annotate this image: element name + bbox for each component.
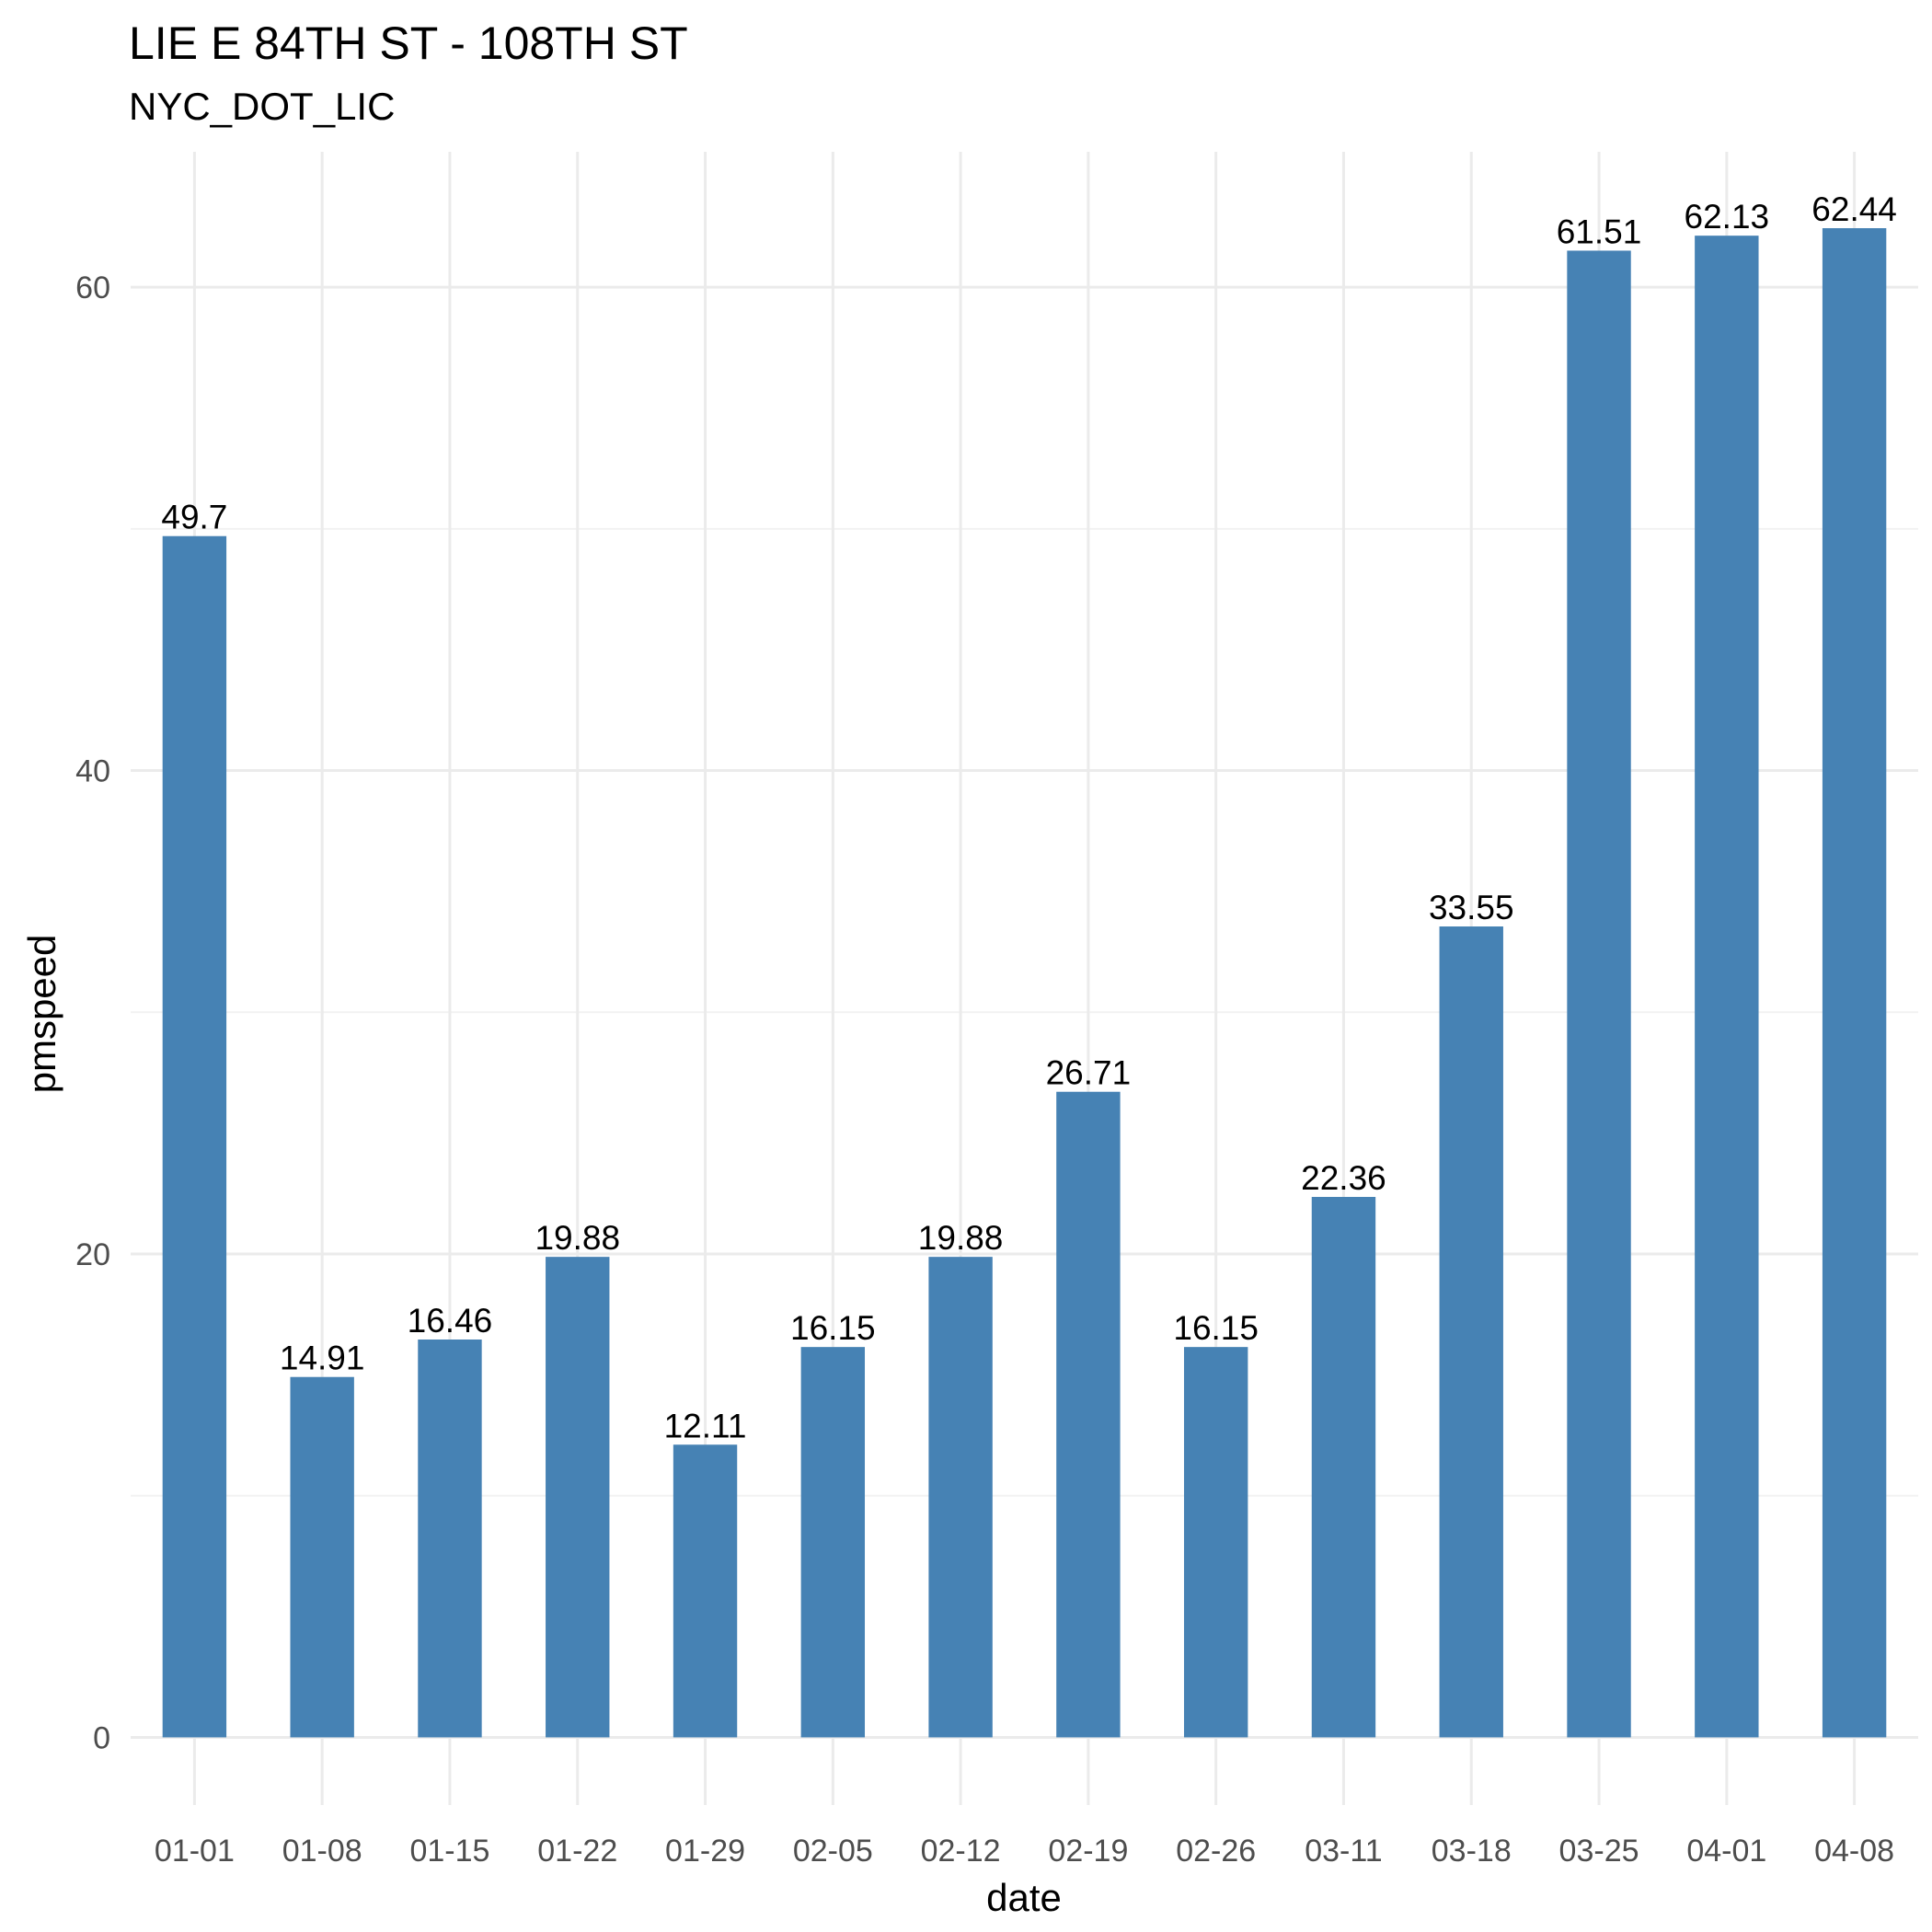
bar-value-label: 49.7 [161, 499, 227, 536]
x-tick-label: 04-01 [1686, 1834, 1766, 1869]
chart-title: LIE E 84TH ST - 108TH ST [129, 17, 688, 69]
bar-value-label: 62.13 [1685, 198, 1770, 236]
y-axis-title: pmspeed [20, 935, 63, 1094]
bar-value-label: 62.44 [1811, 190, 1897, 228]
bar-02-05 [800, 1347, 866, 1738]
bar-02-26 [1183, 1347, 1248, 1738]
x-tick-label: 02-05 [793, 1834, 873, 1869]
x-tick-label: 03-11 [1305, 1834, 1382, 1869]
bar-value-label: 19.88 [918, 1219, 1004, 1257]
bar-value-label: 61.51 [1557, 213, 1642, 250]
bar-value-label: 26.71 [1046, 1054, 1132, 1092]
x-tick-label: 01-01 [155, 1834, 235, 1869]
bar-value-label: 14.91 [280, 1340, 365, 1377]
y-tick-label: 0 [93, 1720, 110, 1755]
x-tick-label: 02-12 [921, 1834, 1001, 1869]
bars [162, 228, 1887, 1738]
bar-value-label: 19.88 [535, 1219, 620, 1257]
x-axis-title: date [986, 1876, 1062, 1919]
x-tick-label: 02-26 [1176, 1834, 1256, 1869]
bar-03-18 [1439, 926, 1503, 1738]
x-tick-label: 04-08 [1814, 1834, 1894, 1869]
y-tick-label: 60 [75, 270, 110, 305]
x-tick-label: 01-08 [282, 1834, 362, 1869]
y-tick-label: 20 [75, 1237, 110, 1272]
bar-02-19 [1056, 1091, 1121, 1738]
bar-01-15 [418, 1340, 482, 1738]
bar-03-11 [1311, 1196, 1376, 1738]
x-tick-label: 01-22 [537, 1834, 617, 1869]
bar-value-label: 22.36 [1301, 1159, 1386, 1197]
x-tick-label: 01-29 [665, 1834, 745, 1869]
bar-value-label: 16.15 [790, 1309, 876, 1347]
bar-value-label: 12.11 [664, 1407, 747, 1444]
x-tick-label: 03-18 [1432, 1834, 1512, 1869]
x-tick-label: 02-19 [1048, 1834, 1128, 1869]
bar-value-label: 16.46 [408, 1302, 493, 1340]
bar-value-label: 16.15 [1173, 1309, 1259, 1347]
y-tick-label: 40 [75, 754, 110, 789]
bar-03-25 [1567, 250, 1631, 1738]
chart-subtitle: NYC_DOT_LIC [129, 85, 396, 128]
bar-01-01 [162, 535, 227, 1738]
grid-lines [131, 152, 1918, 1805]
bar-04-08 [1822, 228, 1887, 1738]
bar-01-22 [546, 1257, 610, 1738]
bar-01-08 [290, 1376, 354, 1738]
bar-02-12 [928, 1257, 993, 1738]
x-axis-tick-labels: 01-01 01-08 01-15 01-22 01-29 02-05 02-12 02-19… [155, 1834, 1894, 1869]
bar-value-labels: 49.7 14.91 16.46 19.88 12.11 16.15 19.88 26.71 1… [161, 190, 1897, 1444]
bar-01-29 [673, 1444, 738, 1738]
bar-04-01 [1695, 236, 1759, 1738]
bar-value-label: 33.55 [1429, 889, 1514, 926]
x-tick-label: 01-15 [409, 1834, 489, 1869]
x-tick-label: 03-25 [1559, 1834, 1639, 1869]
y-axis-tick-labels: 0 20 40 60 [75, 270, 110, 1755]
